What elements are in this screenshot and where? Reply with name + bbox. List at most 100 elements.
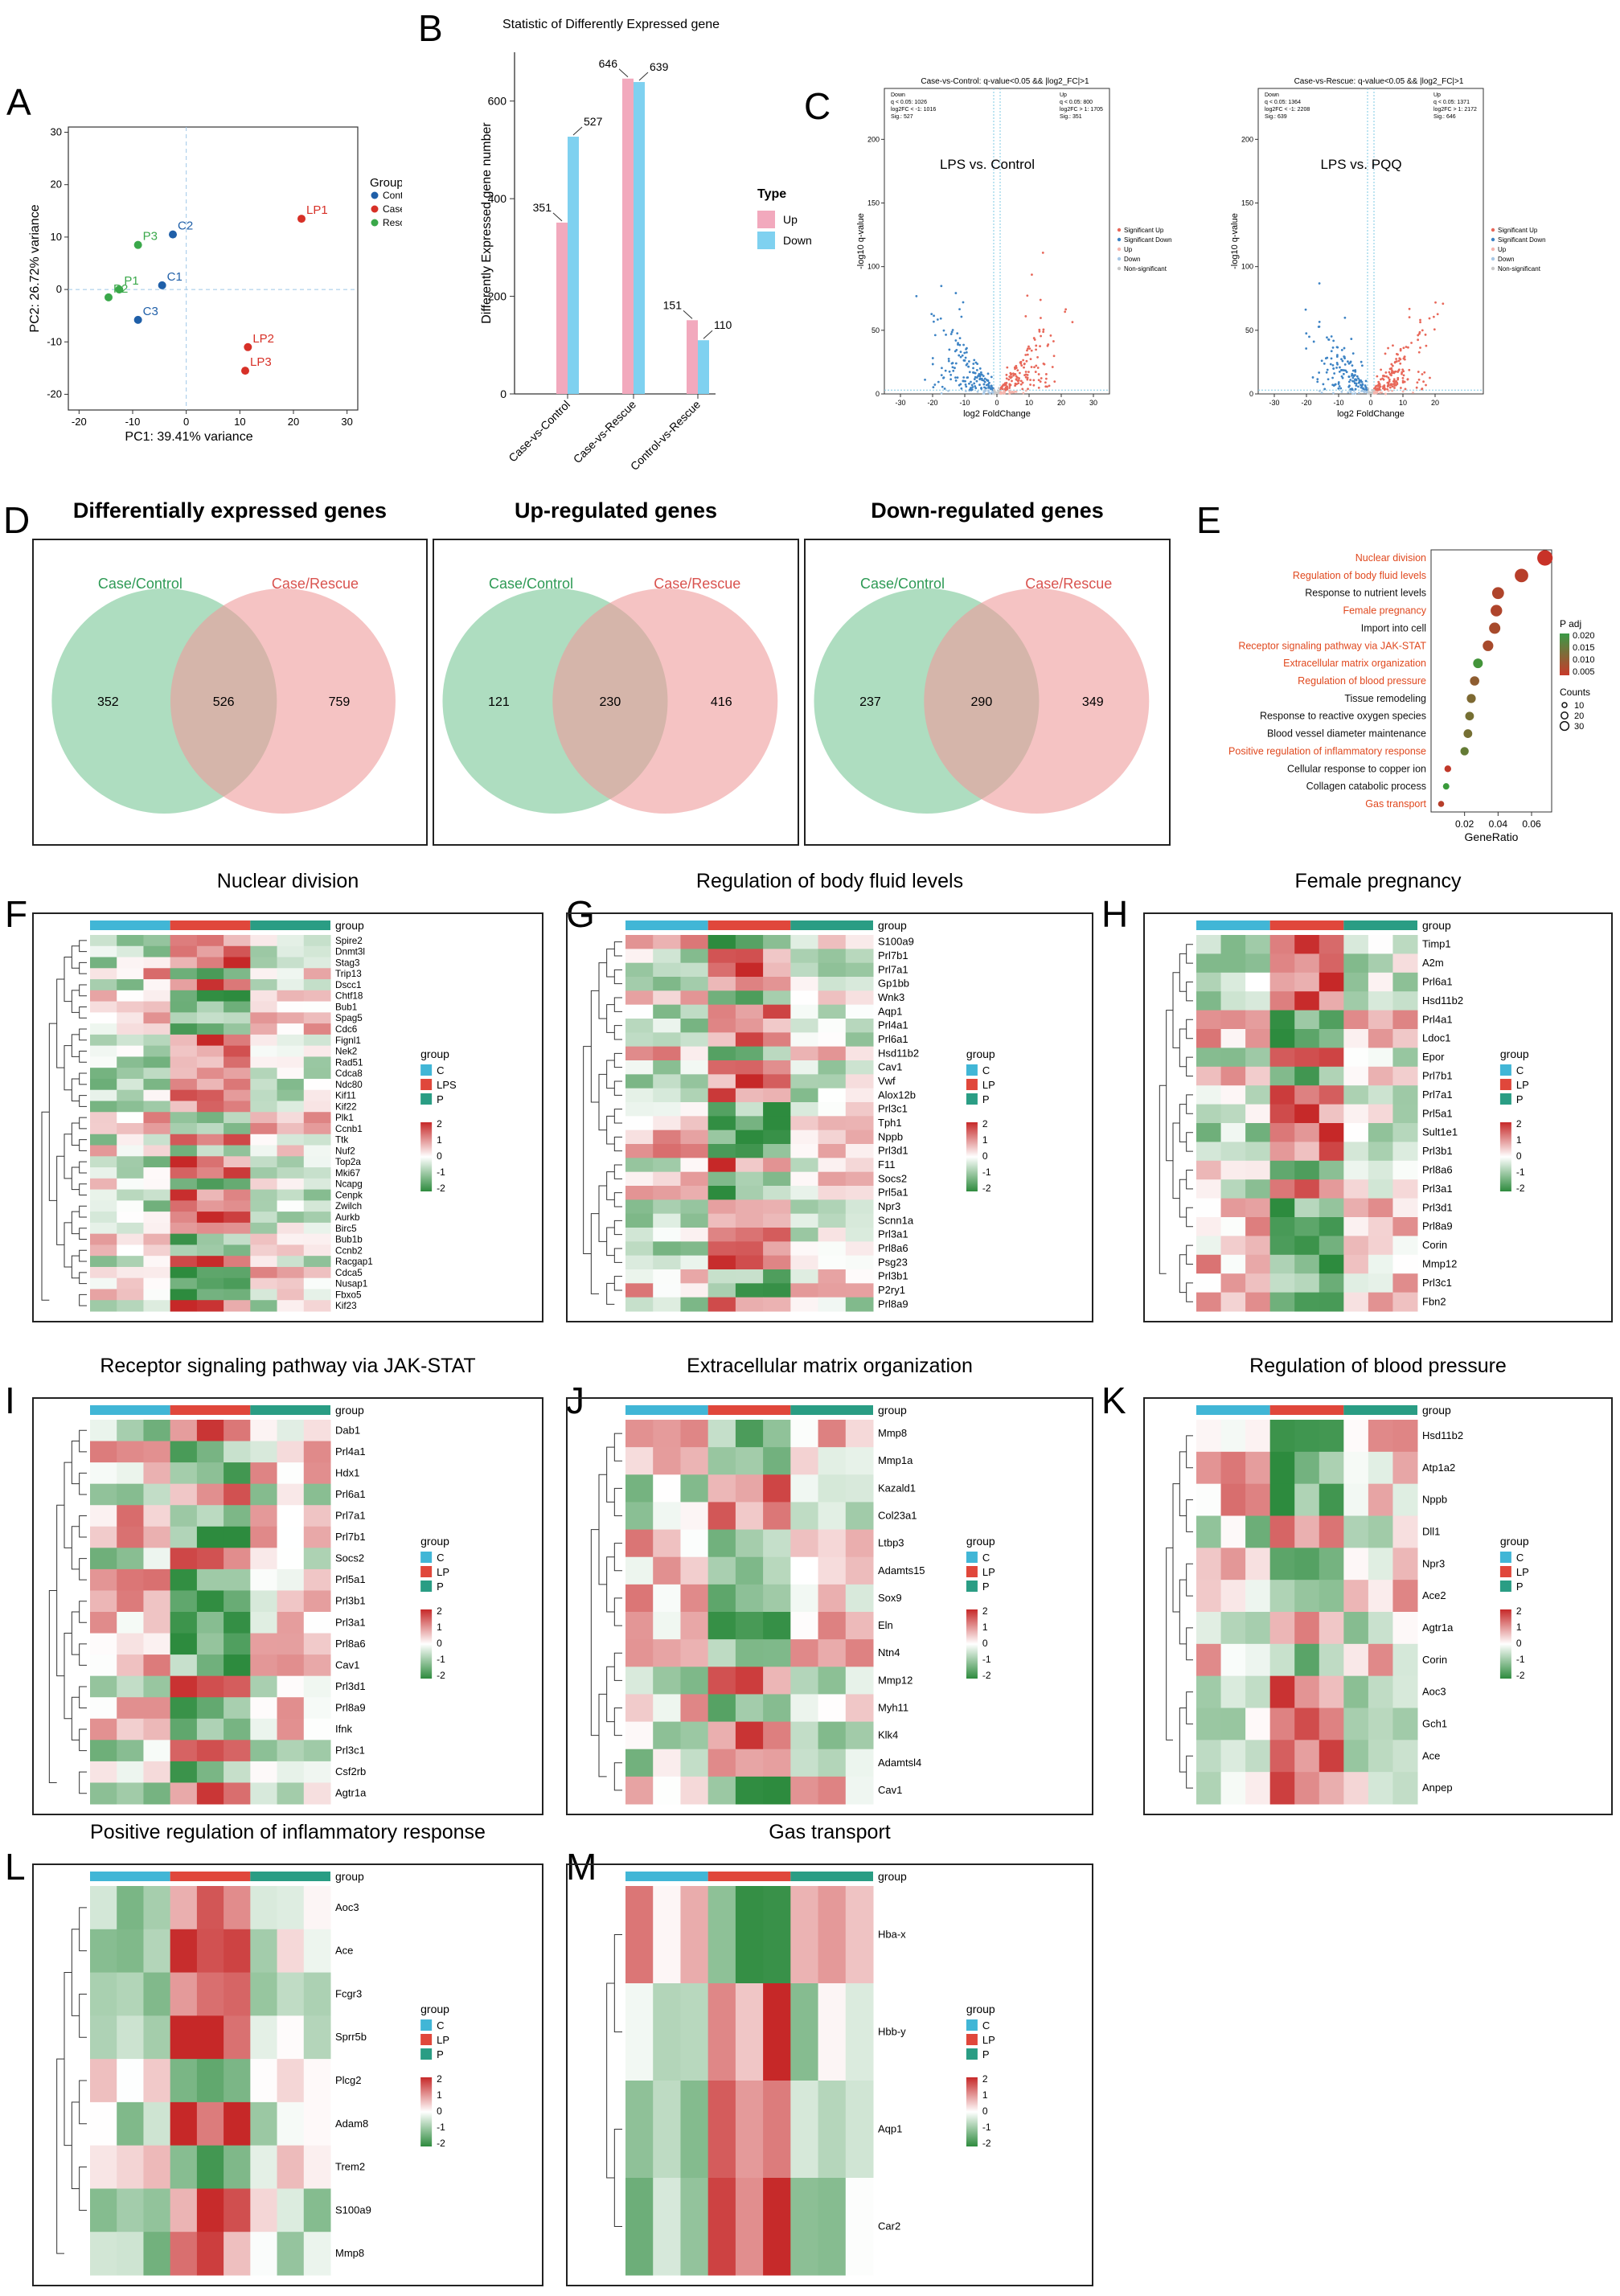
- heatmap-cell: [680, 1172, 708, 1187]
- heatmap-cell: [90, 1697, 117, 1719]
- volcano-point: [1397, 370, 1400, 372]
- pca-legend-dot: [371, 219, 379, 227]
- volcano-point: [1020, 361, 1023, 363]
- heatmap-cell: [224, 1612, 251, 1634]
- heatmap-cell: [304, 1782, 331, 1804]
- volcano-point: [1031, 350, 1033, 352]
- heatmap-cell: [625, 1158, 654, 1172]
- heatmap-cell: [224, 1190, 251, 1201]
- heatmap-cell: [1368, 1029, 1393, 1048]
- heatmap-cell: [680, 990, 708, 1005]
- heatmap-cell: [708, 1502, 736, 1530]
- heatmap-cell: [625, 1777, 654, 1805]
- heatmap-cell: [117, 1719, 144, 1740]
- heatmap-cell: [763, 1502, 791, 1530]
- heatmap-cell: [736, 1144, 764, 1158]
- volcano-point: [1011, 379, 1013, 382]
- heatmap-gene: Col23a1: [878, 1510, 917, 1522]
- heatmap-cell: [680, 1639, 708, 1667]
- heatmap-cell: [170, 1179, 198, 1190]
- volcano-point: [1341, 349, 1343, 351]
- heatmap-cell: [846, 1199, 874, 1214]
- heatmap-cell: [763, 1214, 791, 1228]
- heatmap-cell: [625, 2178, 654, 2276]
- heatmap-cell: [708, 2178, 736, 2276]
- volcano-point: [1429, 318, 1431, 320]
- pca-legend-title: Group: [370, 176, 402, 190]
- heatmap-cell: [653, 1777, 681, 1805]
- heatmap-cell: [680, 1749, 708, 1777]
- heatmap-cell: [143, 1256, 170, 1267]
- volcano-point: [1022, 392, 1024, 395]
- heatmap-cell: [117, 1462, 144, 1484]
- heatmap-cell: [277, 1244, 305, 1256]
- heatmap-cell: [1270, 1580, 1295, 1612]
- heatmap-cell: [625, 1667, 654, 1695]
- heatmap-group-bar: [250, 1405, 330, 1415]
- heatmap-cell: [277, 1068, 305, 1079]
- heatmap-cell: [170, 2102, 198, 2146]
- heatmap-cell: [1270, 1516, 1295, 1548]
- heatmap-cell: [197, 1634, 224, 1655]
- heatmap-gene: Prl5a1: [878, 1187, 908, 1199]
- heatmap-cell: [1368, 1772, 1393, 1804]
- volcano-point: [1319, 390, 1321, 392]
- dotplot-dot: [1537, 550, 1552, 565]
- volcano-point: [1027, 387, 1029, 390]
- bar-title: Statistic of Differently Expressed gene: [502, 18, 720, 31]
- heatmap-cell: [653, 1530, 681, 1558]
- volcano-point: [1377, 381, 1380, 383]
- heatmap-cell: [304, 1761, 331, 1783]
- venn-left-count: 352: [97, 695, 119, 709]
- heatmap-cell: [680, 1612, 708, 1640]
- bar-up-label: 351: [533, 201, 552, 214]
- heatmap-cell: [170, 1112, 198, 1123]
- volcano-point: [966, 376, 969, 379]
- heatmap-cell: [224, 1569, 251, 1591]
- heatmap-gene: Gch1: [1422, 1717, 1447, 1729]
- heatmap-legend-label: P: [982, 2048, 990, 2060]
- heatmap-dendrogram: [72, 1697, 79, 1740]
- heatmap-gene: Ace2: [1422, 1589, 1446, 1601]
- heatmap-cell: [736, 1886, 764, 1984]
- volcano-xtick: 20: [1057, 399, 1065, 407]
- heatmap-cell: [736, 1585, 764, 1613]
- volcano-point: [1323, 388, 1326, 391]
- heatmap-cell: [763, 1694, 791, 1722]
- volcano-point: [1025, 390, 1027, 392]
- heatmap-cell: [708, 1089, 736, 1103]
- heatmap-cell: [90, 1590, 117, 1612]
- heatmap-cell: [197, 1212, 224, 1223]
- heatmap-legend-label: C: [982, 2019, 990, 2032]
- heatmap-dendrogram: [607, 1228, 615, 1256]
- volcano-point: [1031, 366, 1033, 368]
- heatmap-cell: [250, 2146, 277, 2189]
- heatmap-cell: [170, 968, 198, 979]
- volcano-point: [960, 316, 962, 318]
- volcano-point: [982, 383, 985, 386]
- heatmap-cell: [277, 1002, 305, 1013]
- heatmap-cell: [736, 1172, 764, 1187]
- heatmap-cell: [277, 1929, 305, 1973]
- heatmap-cell: [763, 1060, 791, 1075]
- volcano-point: [1026, 349, 1028, 351]
- heatmap-dendrogram: [80, 1908, 87, 1951]
- heatmap-cell: [736, 1694, 764, 1722]
- heatmap-gene: Dll1: [1422, 1525, 1440, 1537]
- heatmap-scale-bar: [420, 1122, 432, 1191]
- volcano-point: [1011, 376, 1013, 379]
- heatmap-gene: Ccnb1: [335, 1124, 363, 1134]
- heatmap-dendrogram: [80, 1687, 87, 1708]
- heatmap-cell: [304, 1740, 331, 1761]
- heatmap-cell: [653, 2081, 681, 2179]
- heatmap-cell: [250, 1654, 277, 1676]
- heatmap-cell: [250, 1505, 277, 1527]
- heatmap-legend-label: LP: [1516, 1566, 1529, 1578]
- volcano-point: [954, 376, 957, 379]
- heatmap-gene: Agtr1a: [1422, 1622, 1454, 1634]
- heatmap-scale-tick: 2: [982, 1605, 988, 1617]
- heatmap-cell: [304, 1212, 331, 1223]
- heatmap-cell: [277, 1420, 305, 1441]
- heatmap-cell: [1368, 1452, 1393, 1484]
- volcano-point: [1027, 354, 1029, 356]
